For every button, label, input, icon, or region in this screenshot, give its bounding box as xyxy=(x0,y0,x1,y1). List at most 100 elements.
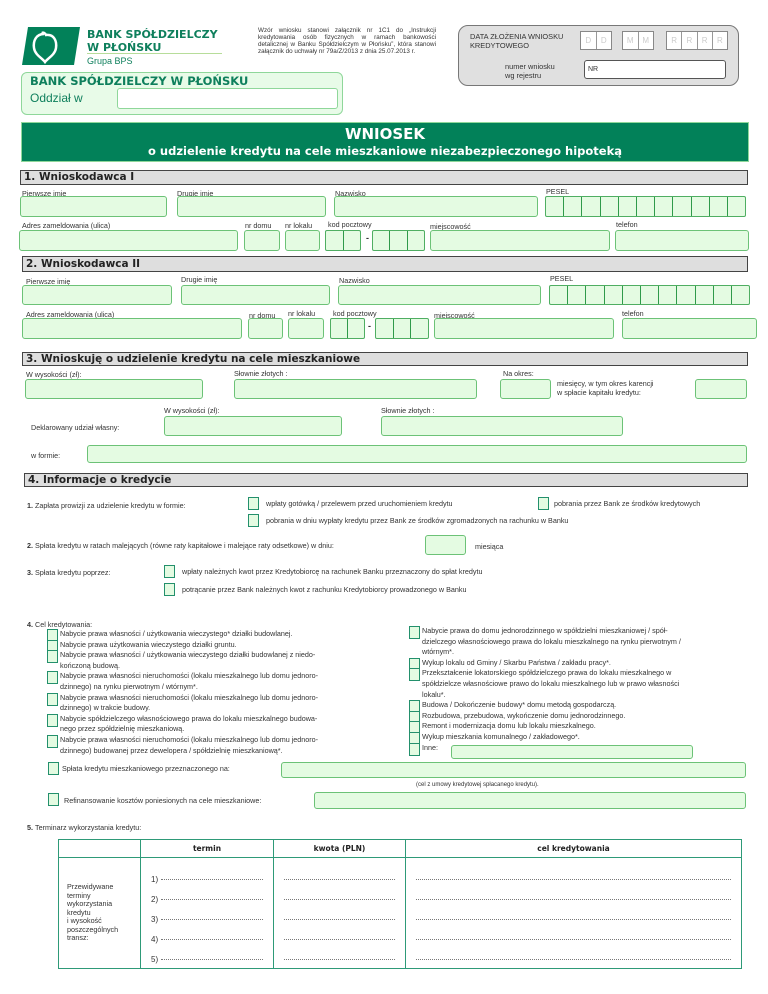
amount-dotted-field[interactable] xyxy=(284,939,395,940)
purpose-dotted-field[interactable] xyxy=(416,959,731,960)
purpose-checkbox[interactable] xyxy=(47,692,58,706)
refinancing-input[interactable] xyxy=(314,792,746,809)
purpose-checkbox[interactable] xyxy=(47,734,58,748)
applicant1-house-input[interactable] xyxy=(244,230,280,251)
repayment-purpose-label: Spłata kredytu mieszkaniowego przeznaczo… xyxy=(62,764,230,773)
applicant1-first-name-input[interactable] xyxy=(20,196,167,217)
schedule-purpose-row[interactable] xyxy=(406,944,741,964)
digit-cell xyxy=(411,319,428,338)
schedule-term-row[interactable]: 4) xyxy=(141,924,273,944)
applicant2-postal-code-part1[interactable] xyxy=(330,318,365,339)
purpose-option-label: Budowa / Dokończenie budowy* domu metodą… xyxy=(422,700,617,710)
schedule-amount-row[interactable] xyxy=(274,904,405,924)
applicant1-postal-code-part2[interactable] xyxy=(372,230,425,251)
loan-amount-words-label: Słownie złotych : xyxy=(234,369,288,378)
applicant1-pesel-input[interactable] xyxy=(545,196,746,217)
amount-dotted-field[interactable] xyxy=(284,879,395,880)
applicant2-second-name-input[interactable] xyxy=(181,285,330,305)
applicant1-second-name-input[interactable] xyxy=(177,196,326,217)
schedule-purpose-row[interactable] xyxy=(406,884,741,904)
purpose-checkbox[interactable] xyxy=(47,671,58,685)
amount-dotted-field[interactable] xyxy=(284,959,395,960)
applicant2-city-input[interactable] xyxy=(434,318,614,339)
applicant1-phone-input[interactable] xyxy=(615,230,749,251)
applicant1-postal-code-part1[interactable] xyxy=(325,230,361,251)
year-digit: R xyxy=(682,32,698,49)
commission-from-loan-checkbox[interactable] xyxy=(538,497,549,510)
schedule-purpose-row[interactable] xyxy=(406,864,741,884)
applicant1-flat-input[interactable] xyxy=(285,230,320,251)
commission-from-account-checkbox[interactable] xyxy=(248,514,259,527)
applicant2-phone-input[interactable] xyxy=(622,318,757,339)
repayment-deduction-checkbox[interactable] xyxy=(164,583,175,596)
purpose-dotted-field[interactable] xyxy=(416,939,731,940)
schedule-purpose-row[interactable] xyxy=(406,924,741,944)
purpose-other-input[interactable] xyxy=(451,745,693,759)
repayment-transfer-checkbox[interactable] xyxy=(164,565,175,578)
purpose-checkbox[interactable] xyxy=(409,742,420,756)
purpose-option: Remont i modernizacja domu lub lokalu mi… xyxy=(409,721,752,735)
applicant2-house-input[interactable] xyxy=(248,318,283,339)
schedule-term-row[interactable]: 5) xyxy=(141,944,273,964)
applicant1-surname-input[interactable] xyxy=(334,196,538,217)
purpose-checkbox[interactable] xyxy=(47,713,58,727)
purpose-checkbox[interactable] xyxy=(47,650,58,664)
applicant2-surname-input[interactable] xyxy=(338,285,541,305)
commission-from-loan-label: pobrania przez Bank ze środków kredytowy… xyxy=(554,499,701,508)
purpose-dotted-field[interactable] xyxy=(416,879,731,880)
phone-label: telefon xyxy=(622,309,644,318)
schedule-term-row[interactable]: 1) xyxy=(141,864,273,884)
term-dotted-field[interactable] xyxy=(161,919,263,920)
loan-period-input[interactable] xyxy=(500,379,551,399)
refinancing-checkbox[interactable] xyxy=(48,793,59,806)
term-dotted-field[interactable] xyxy=(161,879,263,880)
loan-amount-words-input[interactable] xyxy=(234,379,477,399)
digit-cell xyxy=(696,286,714,304)
schedule-title: Terminarz wykorzystania kredytu: xyxy=(35,823,142,832)
repayment-purpose-checkbox[interactable] xyxy=(48,762,59,775)
term-dotted-field[interactable] xyxy=(161,899,263,900)
schedule-amount-row[interactable] xyxy=(274,884,405,904)
digit-cell xyxy=(601,197,619,216)
flat-number-label: nr lokalu xyxy=(288,309,316,318)
applicant2-pesel-input[interactable] xyxy=(549,285,750,305)
loan-amount-input[interactable] xyxy=(25,379,203,399)
repayment-purpose-input[interactable] xyxy=(281,762,746,778)
grace-period-input[interactable] xyxy=(695,379,747,399)
applicant1-address-input[interactable] xyxy=(19,230,238,251)
own-contribution-words-input[interactable] xyxy=(381,416,623,436)
schedule-term-row[interactable]: 2) xyxy=(141,884,273,904)
register-number-field[interactable]: NR xyxy=(584,60,726,79)
year-digit: R xyxy=(667,32,683,49)
applicant2-first-name-input[interactable] xyxy=(22,285,172,305)
purpose-dotted-field[interactable] xyxy=(416,919,731,920)
term-dotted-field[interactable] xyxy=(161,939,263,940)
applicant1-city-input[interactable] xyxy=(430,230,610,251)
applicant2-flat-input[interactable] xyxy=(288,318,324,339)
purpose-option: Nabycie prawa własności / użytkowania wi… xyxy=(47,629,400,642)
applicant2-postal-code-part2[interactable] xyxy=(375,318,429,339)
amount-dotted-field[interactable] xyxy=(284,899,395,900)
form-title-banner: WNIOSEK o udzielenie kredytu na cele mie… xyxy=(21,122,749,162)
schedule-amount-row[interactable] xyxy=(274,864,405,884)
schedule-amount-row[interactable] xyxy=(274,944,405,964)
applicant2-address-input[interactable] xyxy=(22,318,242,339)
term-dotted-field[interactable] xyxy=(161,959,263,960)
repayment-day-input[interactable] xyxy=(425,535,466,555)
schedule-purpose-row[interactable] xyxy=(406,904,741,924)
purpose-dotted-field[interactable] xyxy=(416,899,731,900)
digit-cell xyxy=(564,197,583,216)
schedule-amount-row[interactable] xyxy=(274,924,405,944)
purpose-checkbox[interactable] xyxy=(409,626,420,639)
contribution-form-input[interactable] xyxy=(87,445,747,463)
schedule-purpose-column xyxy=(405,857,742,969)
branch-input[interactable] xyxy=(117,88,338,109)
schedule-term-row[interactable]: 3) xyxy=(141,904,273,924)
own-contribution-amount-input[interactable] xyxy=(164,416,342,436)
amount-dotted-field[interactable] xyxy=(284,919,395,920)
commission-cash-checkbox[interactable] xyxy=(248,497,259,510)
purpose-checkbox[interactable] xyxy=(409,668,420,682)
